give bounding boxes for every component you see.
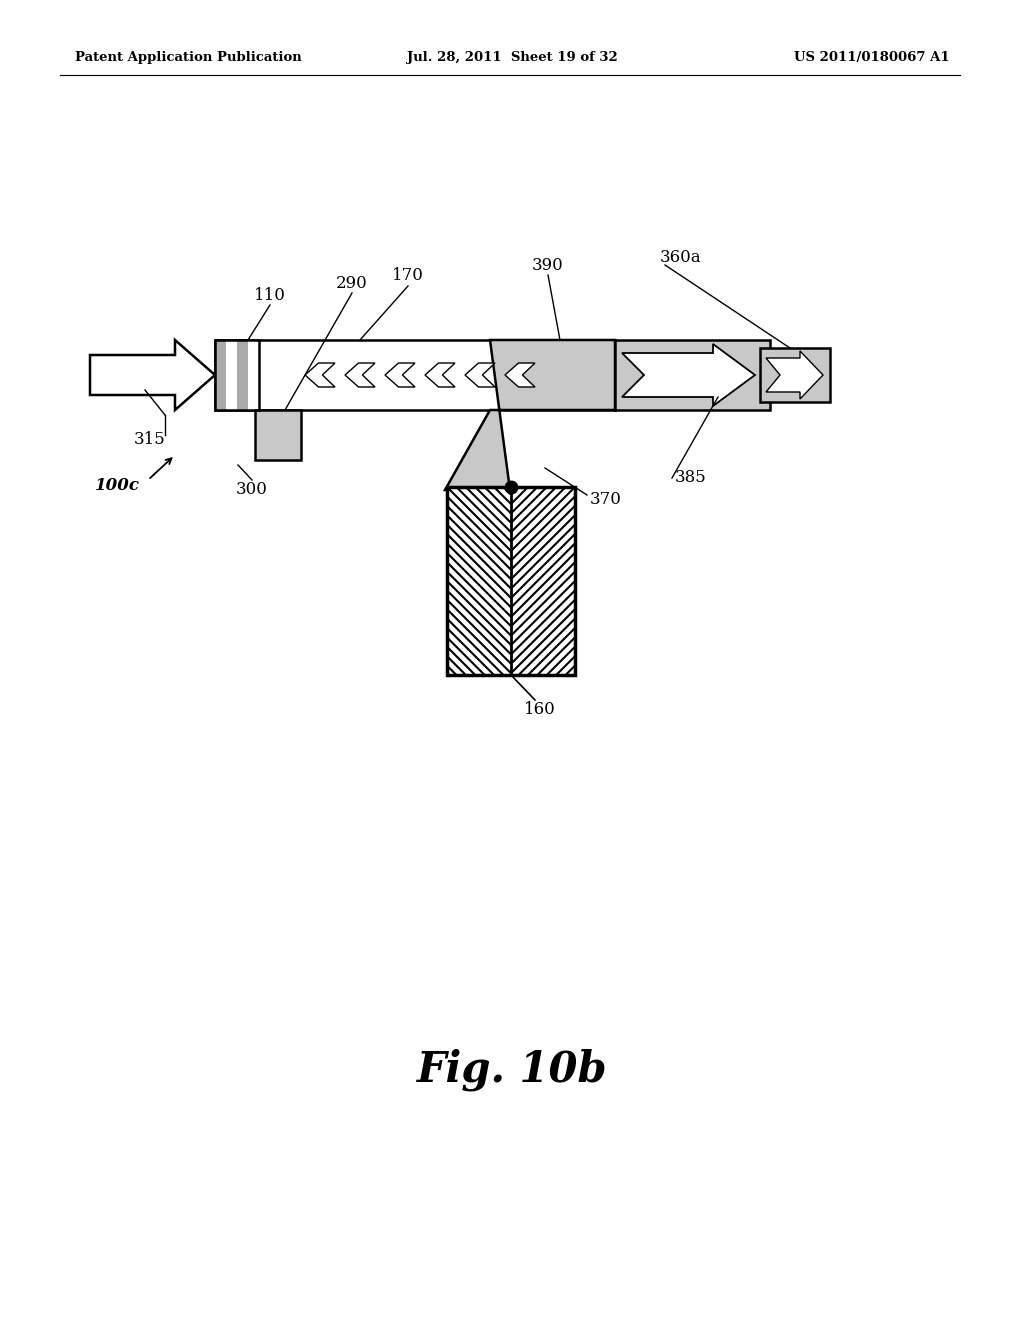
Polygon shape (345, 363, 375, 387)
Bar (215, 341, 226, 411)
Bar (447, 487, 575, 675)
Text: 370: 370 (590, 491, 622, 508)
Bar (226, 341, 237, 411)
Text: 170: 170 (392, 268, 424, 285)
Text: US 2011/0180067 A1: US 2011/0180067 A1 (795, 51, 950, 65)
Polygon shape (90, 341, 215, 411)
Text: 300: 300 (237, 482, 268, 499)
Text: Fig. 10b: Fig. 10b (417, 1049, 607, 1092)
Text: Patent Application Publication: Patent Application Publication (75, 51, 302, 65)
Bar (447, 487, 575, 675)
Text: 100c: 100c (95, 477, 140, 494)
Text: Jul. 28, 2011  Sheet 19 of 32: Jul. 28, 2011 Sheet 19 of 32 (407, 51, 617, 65)
Polygon shape (505, 363, 535, 387)
Bar (215, 341, 615, 411)
Bar (255, 411, 301, 459)
Bar (237, 341, 248, 411)
Text: 290: 290 (336, 275, 368, 292)
Polygon shape (622, 345, 755, 407)
Text: 390: 390 (532, 256, 564, 273)
Polygon shape (766, 351, 823, 399)
Text: 315: 315 (134, 432, 166, 449)
Text: 110: 110 (254, 286, 286, 304)
Text: 360a: 360a (660, 249, 701, 267)
Text: 385: 385 (675, 470, 707, 487)
Bar (760, 348, 830, 403)
Polygon shape (465, 363, 495, 387)
Polygon shape (445, 341, 615, 490)
Polygon shape (385, 363, 415, 387)
Polygon shape (425, 363, 455, 387)
Polygon shape (305, 363, 335, 387)
Text: 160: 160 (524, 701, 556, 718)
Bar (248, 341, 259, 411)
Bar (615, 341, 770, 411)
Bar (215, 341, 259, 411)
